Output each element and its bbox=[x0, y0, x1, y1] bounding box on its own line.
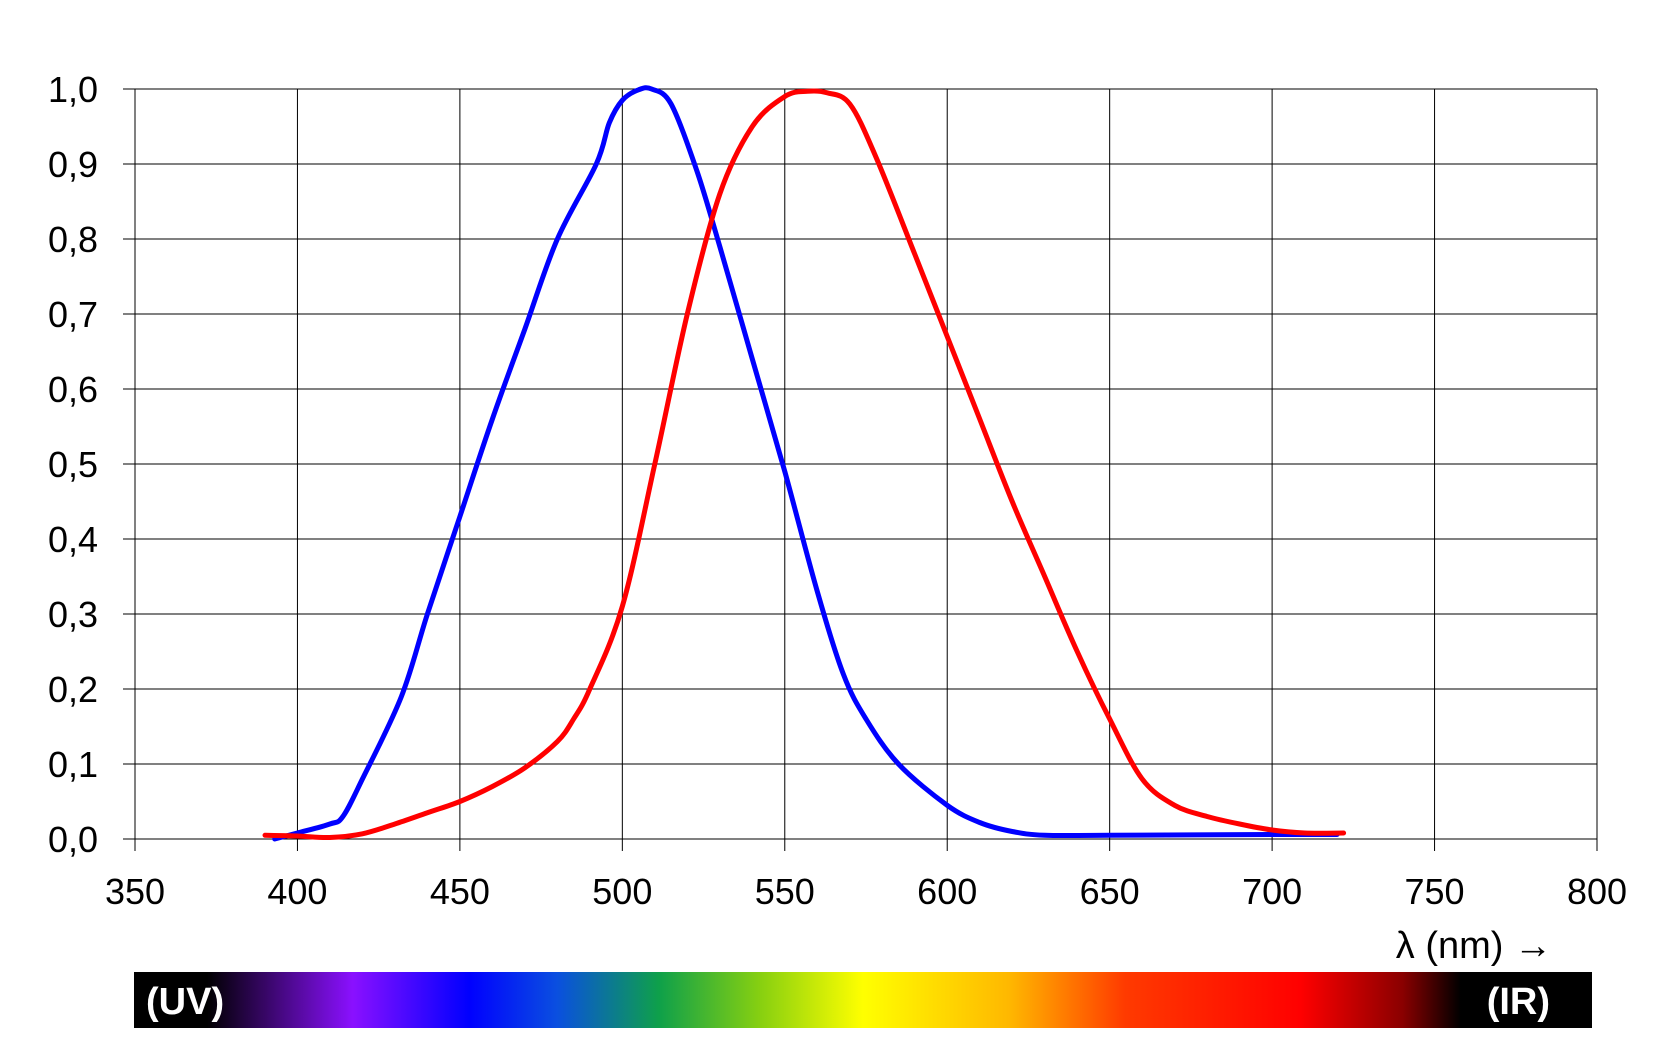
y-tick-label: 0,2 bbox=[48, 669, 98, 710]
x-tick-label: 750 bbox=[1405, 871, 1465, 912]
x-tick-label: 550 bbox=[755, 871, 815, 912]
x-tick-label: 800 bbox=[1567, 871, 1627, 912]
x-tick-label: 650 bbox=[1080, 871, 1140, 912]
y-axis-ticks: 0,0 0,1 0,2 0,3 0,4 0,5 0,6 0,7 0,8 0,9 1,0 bbox=[48, 69, 98, 860]
series-layer bbox=[262, 85, 1347, 842]
y-tick-label: 1,0 bbox=[48, 69, 98, 110]
x-tick-label: 450 bbox=[430, 871, 490, 912]
x-tick-label: 600 bbox=[917, 871, 977, 912]
x-tick-label: 350 bbox=[105, 871, 165, 912]
y-tick-label: 0,3 bbox=[48, 594, 98, 635]
spectrum-bar: (UV) (IR) bbox=[134, 972, 1592, 1028]
y-tick-label: 0,6 bbox=[48, 369, 98, 410]
y-tick-label: 0,0 bbox=[48, 819, 98, 860]
x-tick-label: 700 bbox=[1242, 871, 1302, 912]
series-line-2 bbox=[262, 88, 1347, 841]
x-tick-label: 400 bbox=[267, 871, 327, 912]
spectrum-gradient bbox=[134, 972, 1592, 1028]
ir-label: (IR) bbox=[1487, 981, 1550, 1023]
y-tick-label: 0,5 bbox=[48, 444, 98, 485]
x-axis-ticks: 350 400 450 500 550 600 650 700 750 800 bbox=[105, 871, 1627, 912]
series-line-1 bbox=[272, 85, 1340, 842]
y-tick-label: 0,1 bbox=[48, 744, 98, 785]
y-tick-label: 0,7 bbox=[48, 294, 98, 335]
grid bbox=[123, 88, 1598, 851]
x-axis-label: λ (nm) → bbox=[1396, 925, 1552, 967]
y-tick-label: 0,9 bbox=[48, 144, 98, 185]
x-tick-label: 500 bbox=[592, 871, 652, 912]
uv-label: (UV) bbox=[146, 981, 224, 1023]
y-tick-label: 0,8 bbox=[48, 219, 98, 260]
y-tick-label: 0,4 bbox=[48, 519, 98, 560]
